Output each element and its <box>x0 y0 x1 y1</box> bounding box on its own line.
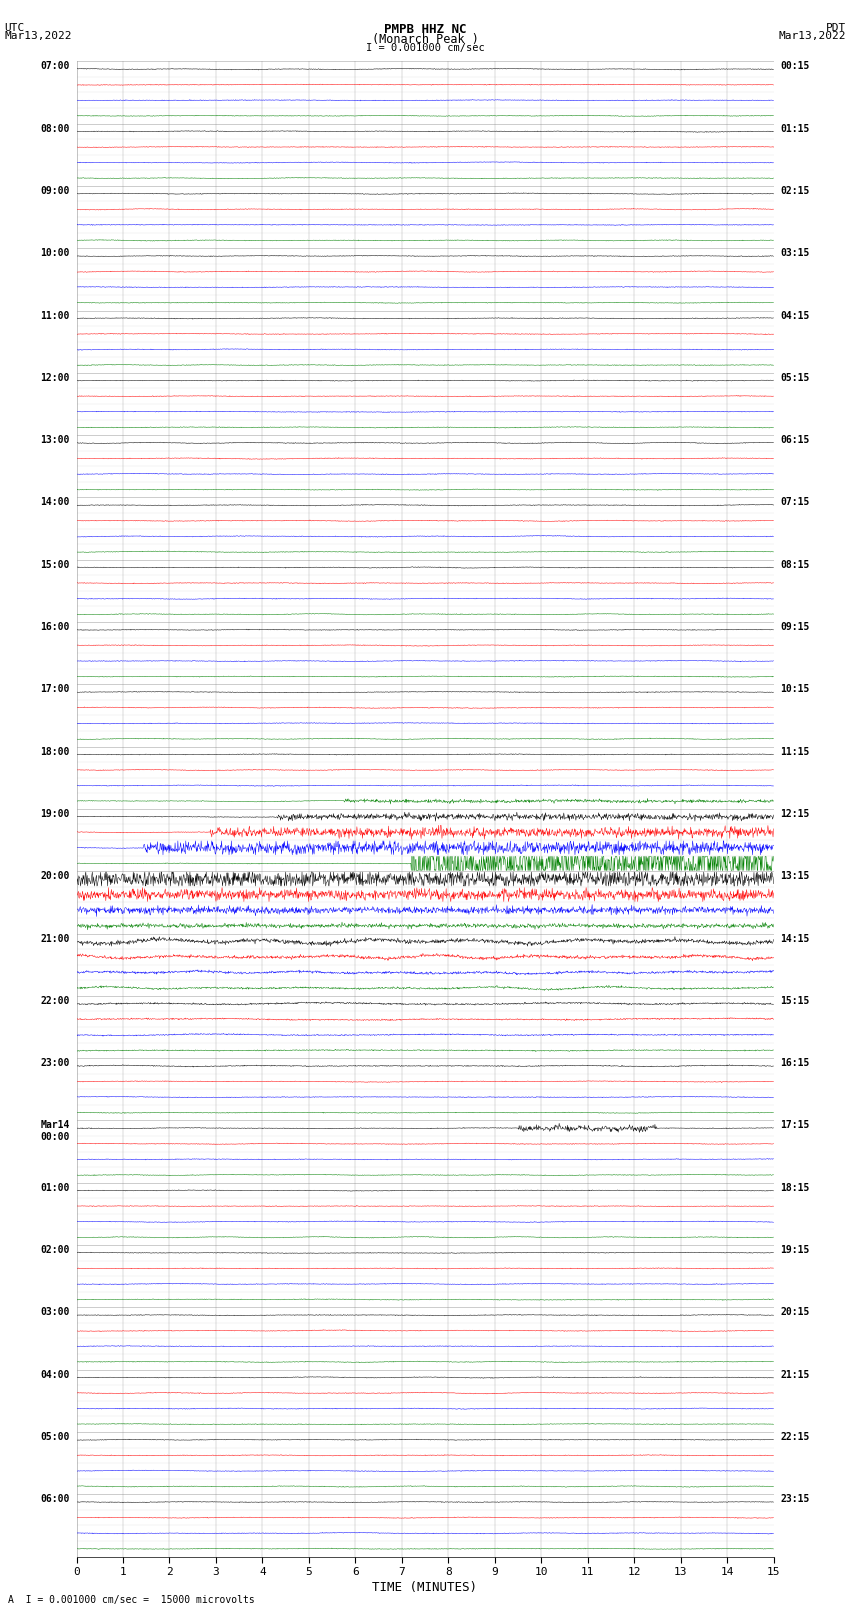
Text: 12:00: 12:00 <box>40 373 70 382</box>
Text: I = 0.001000 cm/sec: I = 0.001000 cm/sec <box>366 44 484 53</box>
Text: 23:00: 23:00 <box>40 1058 70 1068</box>
Text: 05:00: 05:00 <box>40 1432 70 1442</box>
Text: 01:15: 01:15 <box>780 124 810 134</box>
Text: 14:00: 14:00 <box>40 497 70 508</box>
Text: 10:15: 10:15 <box>780 684 810 694</box>
Text: 15:15: 15:15 <box>780 995 810 1007</box>
Text: 22:15: 22:15 <box>780 1432 810 1442</box>
Text: 02:00: 02:00 <box>40 1245 70 1255</box>
Text: 07:15: 07:15 <box>780 497 810 508</box>
Text: 01:00: 01:00 <box>40 1182 70 1192</box>
Text: 04:00: 04:00 <box>40 1369 70 1379</box>
Text: 21:15: 21:15 <box>780 1369 810 1379</box>
Text: 21:00: 21:00 <box>40 934 70 944</box>
Text: 04:15: 04:15 <box>780 311 810 321</box>
Text: Mar13,2022: Mar13,2022 <box>4 31 71 40</box>
Text: 23:15: 23:15 <box>780 1494 810 1505</box>
Text: 08:15: 08:15 <box>780 560 810 569</box>
Text: 16:00: 16:00 <box>40 623 70 632</box>
Text: 00:15: 00:15 <box>780 61 810 71</box>
Text: Mar13,2022: Mar13,2022 <box>779 31 846 40</box>
Text: UTC: UTC <box>4 24 25 34</box>
Text: 03:00: 03:00 <box>40 1307 70 1318</box>
Text: 11:00: 11:00 <box>40 311 70 321</box>
Text: 18:15: 18:15 <box>780 1182 810 1192</box>
Text: 15:00: 15:00 <box>40 560 70 569</box>
Text: 07:00: 07:00 <box>40 61 70 71</box>
Text: 14:15: 14:15 <box>780 934 810 944</box>
Text: 19:15: 19:15 <box>780 1245 810 1255</box>
Text: 22:00: 22:00 <box>40 995 70 1007</box>
X-axis label: TIME (MINUTES): TIME (MINUTES) <box>372 1581 478 1594</box>
Text: 02:15: 02:15 <box>780 185 810 195</box>
Text: PMPB HHZ NC: PMPB HHZ NC <box>383 24 467 37</box>
Text: PDT: PDT <box>825 24 846 34</box>
Text: 18:00: 18:00 <box>40 747 70 756</box>
Text: 17:00: 17:00 <box>40 684 70 694</box>
Text: (Monarch Peak ): (Monarch Peak ) <box>371 32 479 47</box>
Text: 20:00: 20:00 <box>40 871 70 881</box>
Text: 09:00: 09:00 <box>40 185 70 195</box>
Text: 06:00: 06:00 <box>40 1494 70 1505</box>
Text: 10:00: 10:00 <box>40 248 70 258</box>
Text: 08:00: 08:00 <box>40 124 70 134</box>
Text: A  I = 0.001000 cm/sec =  15000 microvolts: A I = 0.001000 cm/sec = 15000 microvolts <box>8 1595 255 1605</box>
Text: 19:00: 19:00 <box>40 810 70 819</box>
Text: 20:15: 20:15 <box>780 1307 810 1318</box>
Text: 03:15: 03:15 <box>780 248 810 258</box>
Text: 11:15: 11:15 <box>780 747 810 756</box>
Text: Mar14
00:00: Mar14 00:00 <box>40 1121 70 1142</box>
Text: 13:15: 13:15 <box>780 871 810 881</box>
Text: 09:15: 09:15 <box>780 623 810 632</box>
Text: 13:00: 13:00 <box>40 436 70 445</box>
Text: 05:15: 05:15 <box>780 373 810 382</box>
Text: 16:15: 16:15 <box>780 1058 810 1068</box>
Text: 17:15: 17:15 <box>780 1121 810 1131</box>
Text: 06:15: 06:15 <box>780 436 810 445</box>
Text: 12:15: 12:15 <box>780 810 810 819</box>
